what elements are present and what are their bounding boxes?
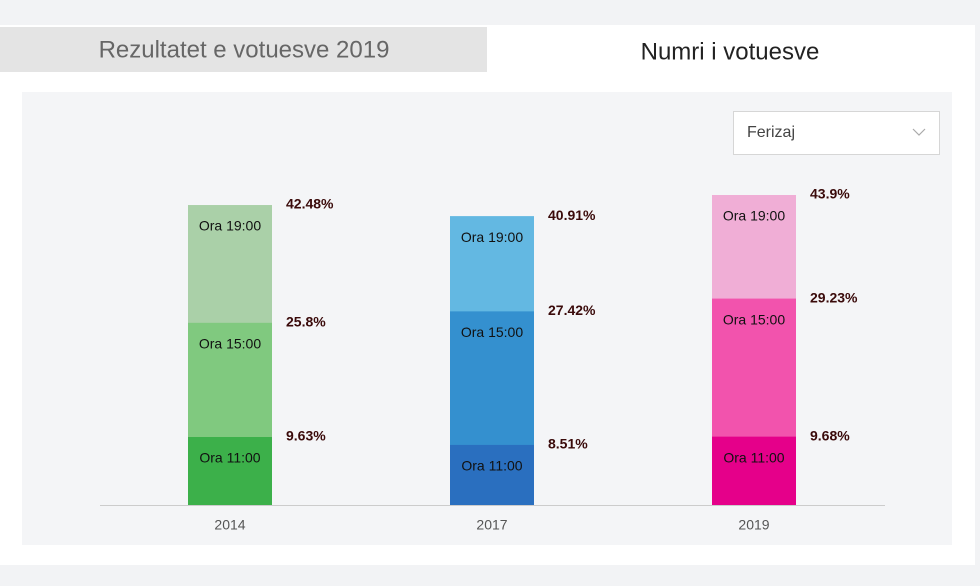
bar bbox=[712, 436, 796, 505]
series-label: Ora 15:00 bbox=[199, 336, 261, 352]
tab-label[interactable]: Numri i votuesve bbox=[641, 38, 820, 65]
value-label: 42.48% bbox=[286, 196, 334, 212]
chevron[interactable] bbox=[912, 128, 926, 136]
x-tick-label: 2014 bbox=[214, 517, 245, 533]
bar bbox=[188, 436, 272, 505]
value-label: 40.91% bbox=[548, 207, 596, 223]
value-label: 25.8% bbox=[286, 314, 326, 330]
series-label: Ora 19:00 bbox=[723, 208, 785, 224]
dropdown[interactable] bbox=[733, 111, 940, 155]
series-label: Ora 11:00 bbox=[461, 458, 522, 474]
value-label: 29.23% bbox=[810, 289, 858, 305]
series-label: Ora 11:00 bbox=[199, 450, 260, 466]
x-tick-label: 2017 bbox=[476, 517, 507, 533]
bar bbox=[450, 444, 534, 505]
tab-label[interactable]: Rezultatet e votuesve 2019 bbox=[99, 36, 390, 63]
value-label: 43.9% bbox=[810, 186, 850, 202]
series-label: Ora 19:00 bbox=[461, 229, 523, 245]
value-label: 27.42% bbox=[548, 302, 596, 318]
value-label: 9.68% bbox=[810, 427, 850, 443]
x-tick-label: 2019 bbox=[738, 517, 769, 533]
dropdown-value[interactable]: Ferizaj bbox=[747, 124, 795, 141]
series-label: Ora 19:00 bbox=[199, 218, 261, 234]
series-label: Ora 15:00 bbox=[723, 311, 785, 327]
value-label: 8.51% bbox=[548, 436, 588, 452]
value-label: 9.63% bbox=[286, 428, 326, 444]
tab-inactive[interactable] bbox=[0, 27, 487, 72]
series-label: Ora 15:00 bbox=[461, 324, 523, 340]
series-label: Ora 11:00 bbox=[723, 449, 784, 465]
